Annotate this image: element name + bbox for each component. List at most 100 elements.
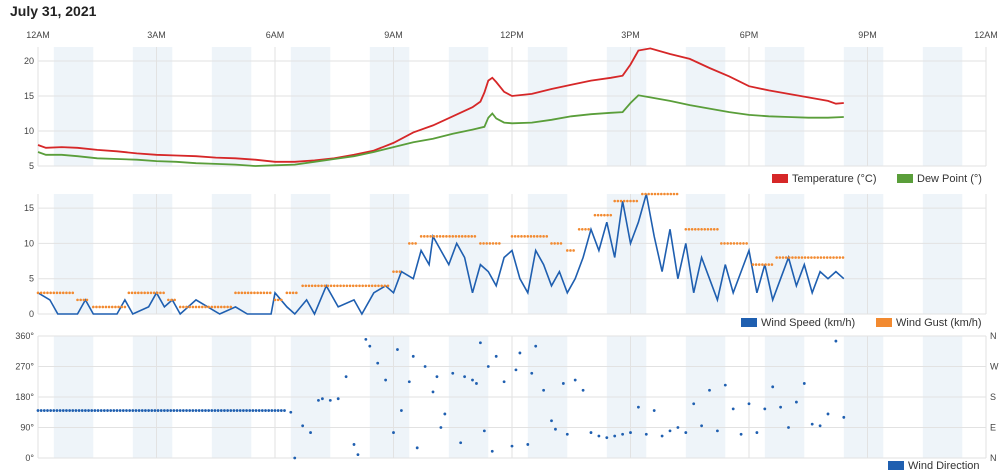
y-tick-label: 20 [24, 56, 34, 66]
direction-point [317, 398, 320, 402]
gust-point [435, 235, 439, 238]
hour-band [211, 194, 252, 314]
gust-point [329, 284, 333, 288]
direction-point [755, 431, 759, 434]
gust-point [716, 227, 719, 231]
gust-point [669, 192, 673, 196]
direction-point [321, 397, 324, 401]
gust-point [310, 284, 314, 288]
x-tick-label: 6PM [740, 30, 759, 40]
direction-point [629, 431, 632, 434]
direction-point [459, 441, 463, 445]
y-tick-label: 10 [24, 238, 34, 248]
gust-point [201, 305, 204, 309]
y-tick-label: 90° [20, 423, 34, 433]
x-tick-label: 6AM [266, 30, 285, 40]
gust-point [797, 256, 801, 259]
direction-point [581, 388, 585, 392]
hour-band [606, 194, 647, 314]
gust-point [626, 199, 629, 203]
gust-point [207, 305, 210, 309]
series-line-dew_point [37, 94, 844, 167]
hour-band [922, 194, 963, 314]
direction-point [39, 409, 43, 412]
gust-point [223, 305, 226, 309]
direction-point [597, 434, 601, 438]
direction-point [68, 409, 71, 412]
gust-point [451, 235, 455, 238]
direction-point [273, 409, 277, 412]
direction-point [245, 409, 248, 412]
direction-point [471, 378, 474, 382]
gust-point [398, 270, 402, 273]
y-tick-label: 270° [15, 362, 34, 372]
direction-point [411, 354, 415, 358]
hour-band [448, 194, 489, 314]
gust-point [219, 305, 223, 309]
gust-point [71, 291, 75, 295]
direction-point [283, 409, 286, 412]
gust-point [155, 291, 159, 295]
gust-point [622, 199, 626, 203]
gust-point [606, 213, 609, 217]
direction-point [723, 383, 727, 387]
direction-point [810, 422, 814, 426]
gust-point [265, 291, 269, 295]
direction-point [248, 409, 252, 412]
gust-point [572, 249, 575, 252]
gust-point [523, 235, 526, 238]
gust-point [246, 291, 250, 295]
gust-point [603, 213, 606, 217]
direction-point [530, 371, 534, 375]
direction-point [140, 409, 144, 412]
gust-point [781, 256, 785, 259]
gust-point [569, 249, 572, 252]
gust-point [813, 256, 816, 259]
direction-point [125, 409, 128, 412]
direction-point [771, 385, 775, 389]
direction-point [392, 431, 395, 434]
gust-point [426, 235, 429, 238]
gust-point [513, 235, 517, 238]
gust-point [539, 235, 542, 238]
direction-point [251, 409, 255, 412]
y-right-tick-label: W [990, 362, 999, 372]
direction-point [159, 409, 163, 412]
direction-point [219, 409, 223, 412]
gust-point [55, 291, 59, 295]
direction-point [739, 432, 743, 436]
gust-point [712, 227, 716, 231]
gust-point [370, 284, 374, 288]
gust-point [491, 242, 495, 245]
y-tick-label: 15 [24, 203, 34, 213]
gust-point [650, 192, 654, 196]
legend-label: Wind Speed (km/h) [761, 317, 855, 329]
direction-point [818, 424, 822, 428]
y-tick-label: 0° [25, 453, 34, 463]
gust-point [429, 235, 432, 238]
gust-point [253, 291, 256, 295]
direction-point [55, 409, 59, 412]
gust-point [85, 298, 89, 302]
gust-point [336, 284, 339, 288]
gust-point [703, 227, 707, 231]
gust-point [787, 256, 791, 259]
hour-band [922, 47, 963, 166]
direction-point [109, 409, 113, 412]
gust-point [751, 263, 755, 266]
gust-point [95, 305, 98, 309]
direction-point [482, 429, 486, 433]
direction-point [676, 426, 680, 429]
gust-point [210, 305, 214, 309]
legend-swatch [741, 318, 757, 327]
gust-point [757, 263, 761, 266]
gust-point [65, 291, 68, 295]
gust-point [130, 291, 134, 295]
gust-point [479, 242, 482, 245]
gust-point [660, 192, 663, 196]
gust-point [690, 227, 694, 231]
gust-point [152, 291, 156, 295]
direction-point [700, 424, 703, 428]
gust-point [339, 284, 342, 288]
gust-point [374, 284, 377, 288]
